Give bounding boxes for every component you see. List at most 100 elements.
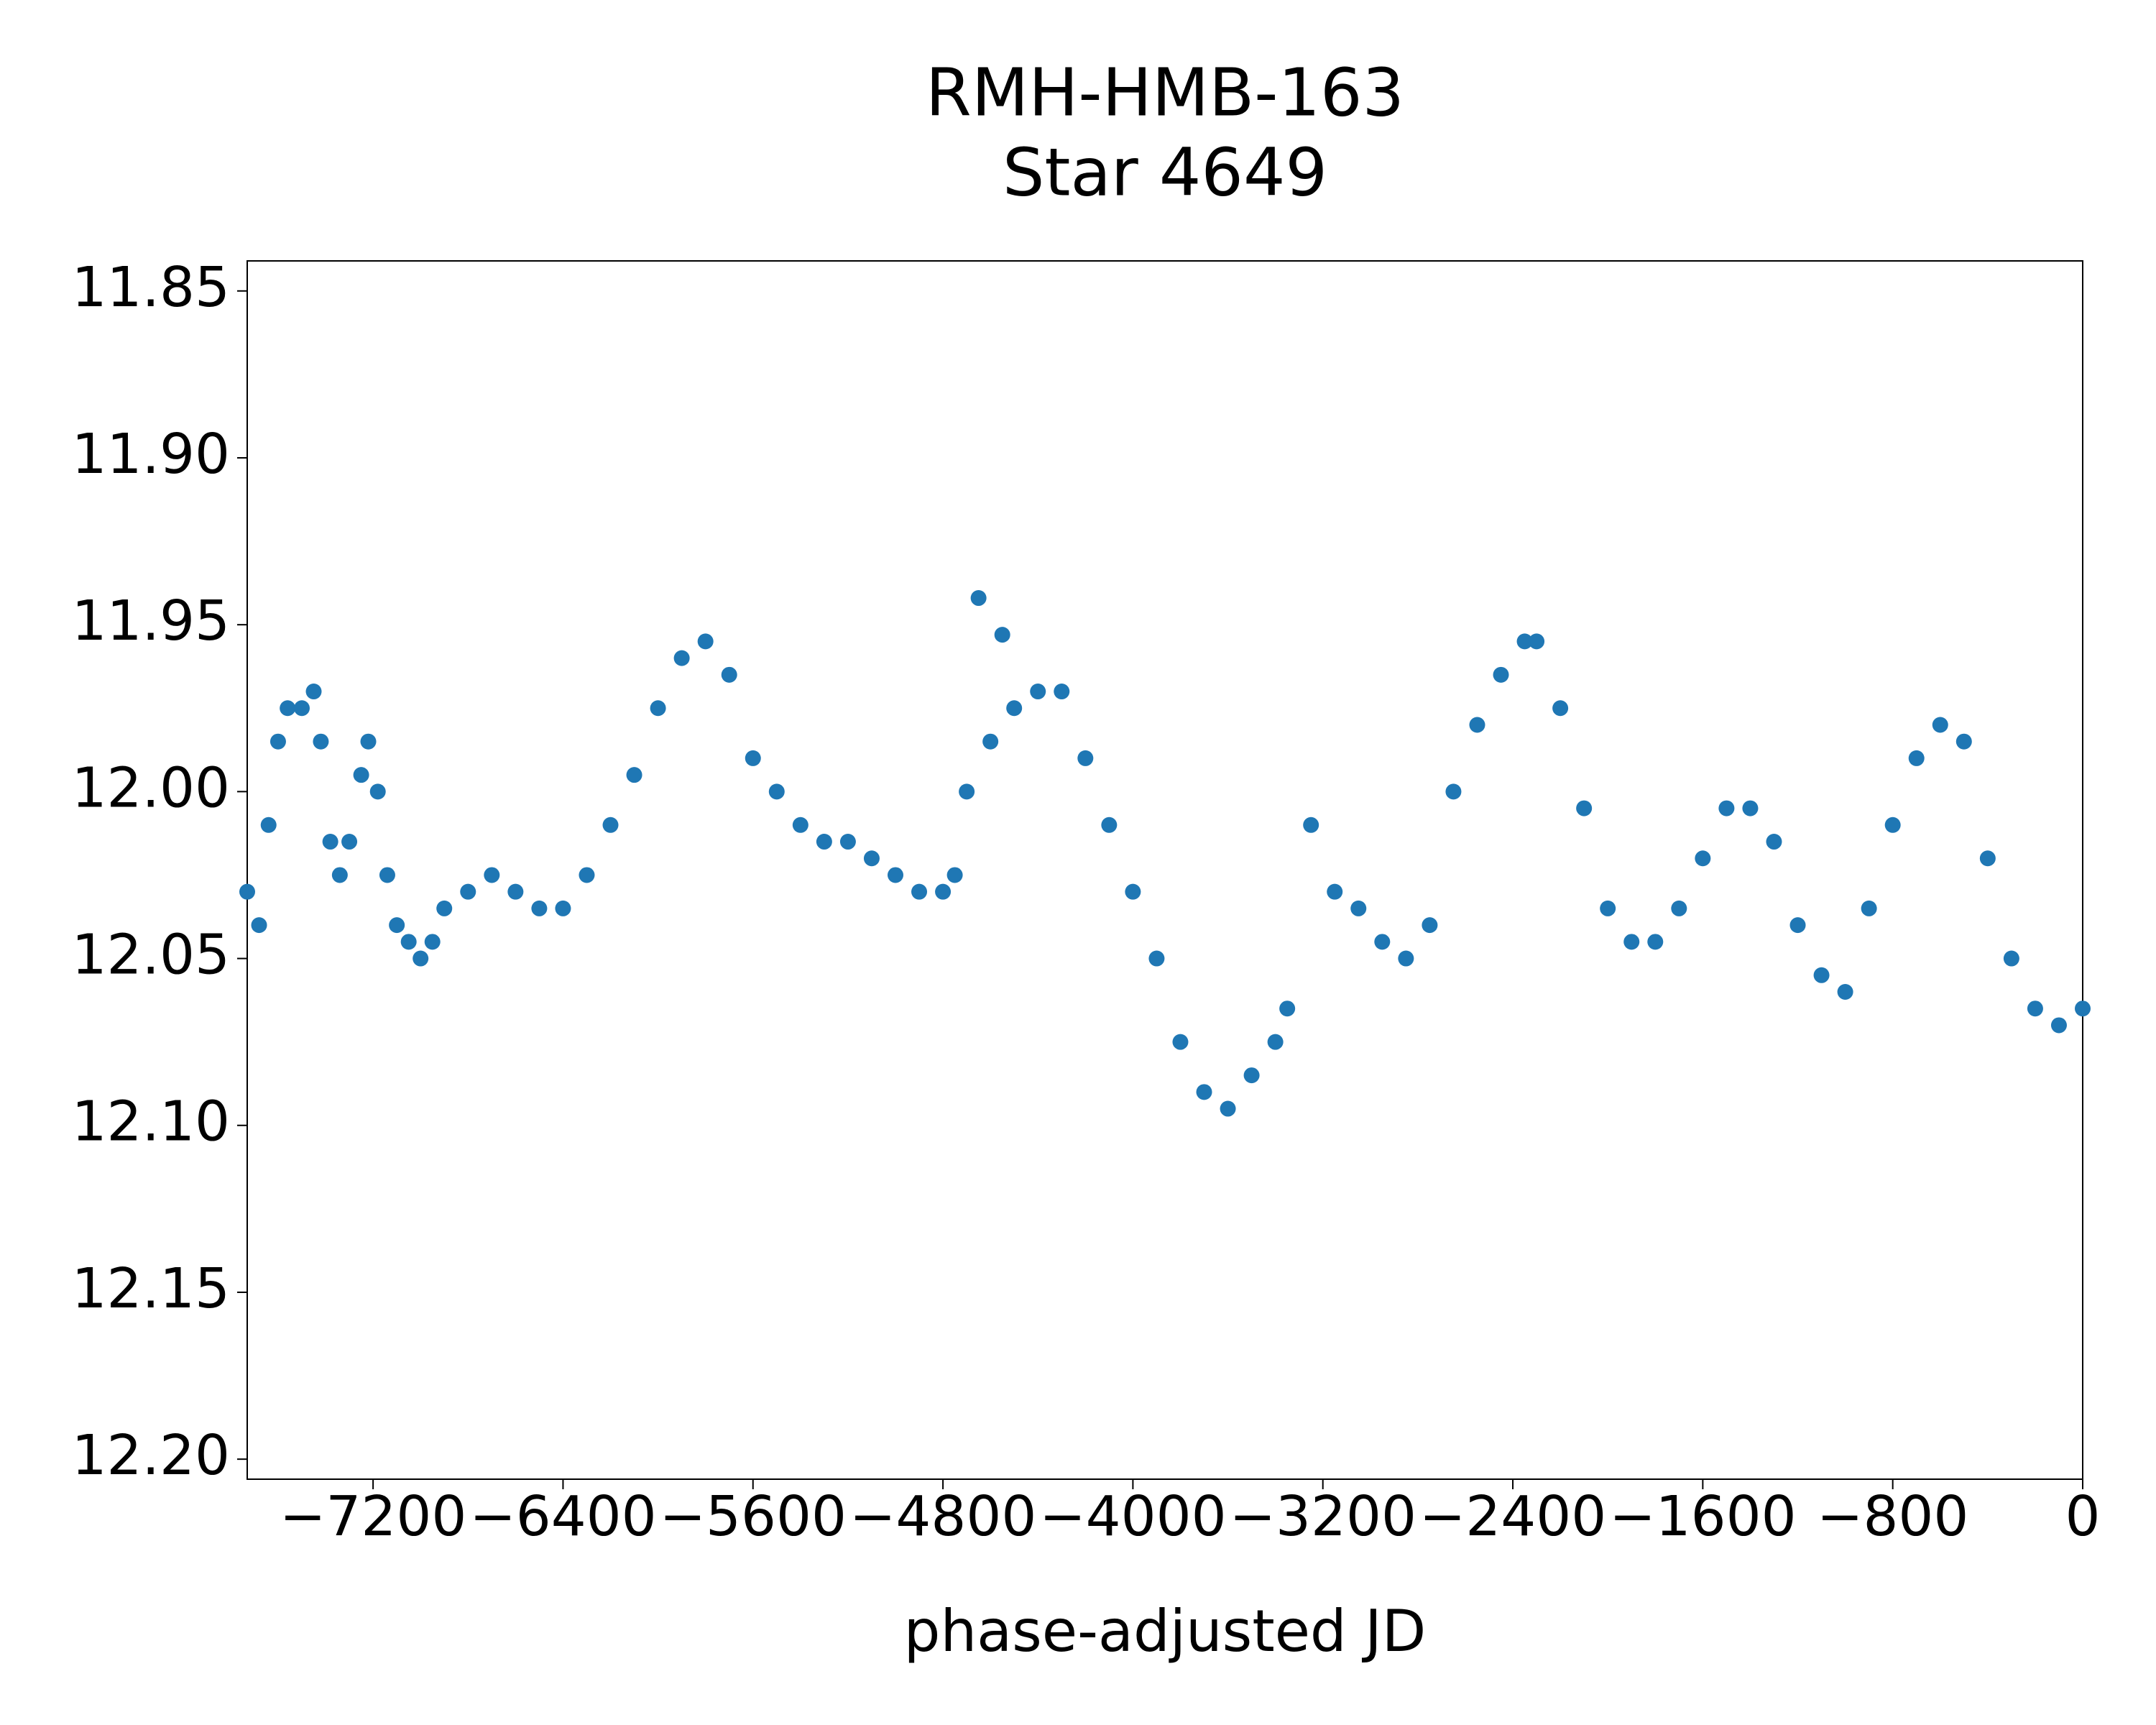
- data-point: [1837, 984, 1853, 1000]
- data-point: [1030, 684, 1046, 700]
- data-point: [389, 917, 405, 934]
- data-point: [839, 834, 856, 850]
- data-point: [887, 867, 903, 883]
- x-tick-label: −4800: [849, 1485, 1036, 1549]
- data-point: [1718, 800, 1735, 816]
- data-point: [1789, 917, 1806, 934]
- data-point: [270, 733, 286, 750]
- data-point: [369, 783, 386, 800]
- data-point: [1932, 717, 1948, 733]
- data-point: [341, 834, 358, 850]
- data-point: [322, 834, 338, 850]
- x-tick-label: −800: [1817, 1485, 1969, 1549]
- data-point: [1671, 900, 1687, 916]
- data-point: [1469, 717, 1485, 733]
- data-point: [1006, 700, 1023, 717]
- chart-subtitle: Star 4649: [1003, 134, 1327, 211]
- data-point: [1350, 900, 1367, 916]
- data-point: [260, 816, 277, 833]
- x-tick-label: −4000: [1039, 1485, 1226, 1549]
- data-point: [1196, 1084, 1212, 1100]
- y-tick-label: 12.05: [72, 924, 230, 988]
- data-point: [1374, 934, 1391, 950]
- data-point: [970, 590, 987, 607]
- data-point: [360, 733, 377, 750]
- data-point: [1077, 750, 1094, 766]
- y-tick-label: 12.15: [72, 1257, 230, 1321]
- data-point: [1327, 883, 1343, 900]
- data-point: [579, 867, 595, 883]
- data-point: [531, 900, 548, 916]
- data-point: [400, 934, 417, 950]
- data-point: [792, 816, 808, 833]
- data-point: [1766, 834, 1782, 850]
- data-point: [1279, 1000, 1296, 1017]
- data-point: [626, 767, 642, 783]
- data-point: [460, 883, 476, 900]
- data-point: [1813, 967, 1830, 983]
- data-point: [1101, 816, 1118, 833]
- data-point: [1493, 666, 1509, 683]
- data-point: [1243, 1067, 1260, 1084]
- data-point: [379, 867, 395, 883]
- data-point: [1303, 816, 1319, 833]
- data-point: [436, 900, 453, 916]
- data-point: [602, 816, 619, 833]
- x-tick-label: −2400: [1419, 1485, 1606, 1549]
- data-point: [2075, 1000, 2091, 1017]
- data-point: [911, 883, 928, 900]
- data-point: [1172, 1034, 1189, 1050]
- y-tick-label: 12.00: [72, 756, 230, 820]
- y-tick-label: 12.20: [72, 1424, 230, 1488]
- x-axis-label: phase-adjusted JD: [904, 1598, 1427, 1665]
- data-point: [982, 733, 999, 750]
- data-point: [1742, 800, 1759, 816]
- x-tick-label: 0: [2065, 1485, 2101, 1549]
- data-point: [1576, 800, 1593, 816]
- data-point: [1884, 816, 1901, 833]
- data-point: [251, 917, 267, 934]
- x-tick-label: −1600: [1609, 1485, 1796, 1549]
- data-point: [424, 934, 441, 950]
- data-point: [1422, 917, 1438, 934]
- data-point: [863, 850, 880, 867]
- data-point: [413, 950, 429, 967]
- data-point: [650, 700, 666, 717]
- x-tick-label: −5600: [660, 1485, 847, 1549]
- data-point: [1600, 900, 1616, 916]
- data-point: [305, 684, 322, 700]
- data-point: [1125, 883, 1141, 900]
- data-point: [816, 834, 832, 850]
- y-tick-label: 11.85: [72, 256, 230, 320]
- y-tick-label: 11.90: [72, 423, 230, 487]
- data-point: [1955, 733, 1972, 750]
- data-point: [1220, 1100, 1236, 1117]
- data-point: [1647, 934, 1664, 950]
- data-point: [280, 700, 296, 717]
- data-point: [484, 867, 500, 883]
- data-point: [1529, 633, 1545, 650]
- chart-title: RMH-HMB-163: [926, 54, 1404, 131]
- data-point: [1398, 950, 1414, 967]
- data-point: [1979, 850, 1996, 867]
- data-point: [293, 700, 310, 717]
- data-point: [331, 867, 348, 883]
- data-point: [507, 883, 524, 900]
- data-point: [1148, 950, 1165, 967]
- data-point: [721, 666, 737, 683]
- data-point: [745, 750, 761, 766]
- x-tick-label: −6400: [469, 1485, 656, 1549]
- x-tick-label: −7200: [280, 1485, 466, 1549]
- data-point: [1623, 934, 1640, 950]
- data-point: [1445, 783, 1462, 800]
- data-point: [2027, 1000, 2043, 1017]
- data-point: [946, 867, 963, 883]
- data-point: [1908, 750, 1925, 766]
- data-point: [697, 633, 714, 650]
- y-tick-label: 11.95: [72, 589, 230, 653]
- data-point: [1054, 684, 1070, 700]
- data-point: [1552, 700, 1569, 717]
- data-point: [959, 783, 975, 800]
- data-point: [2003, 950, 2019, 967]
